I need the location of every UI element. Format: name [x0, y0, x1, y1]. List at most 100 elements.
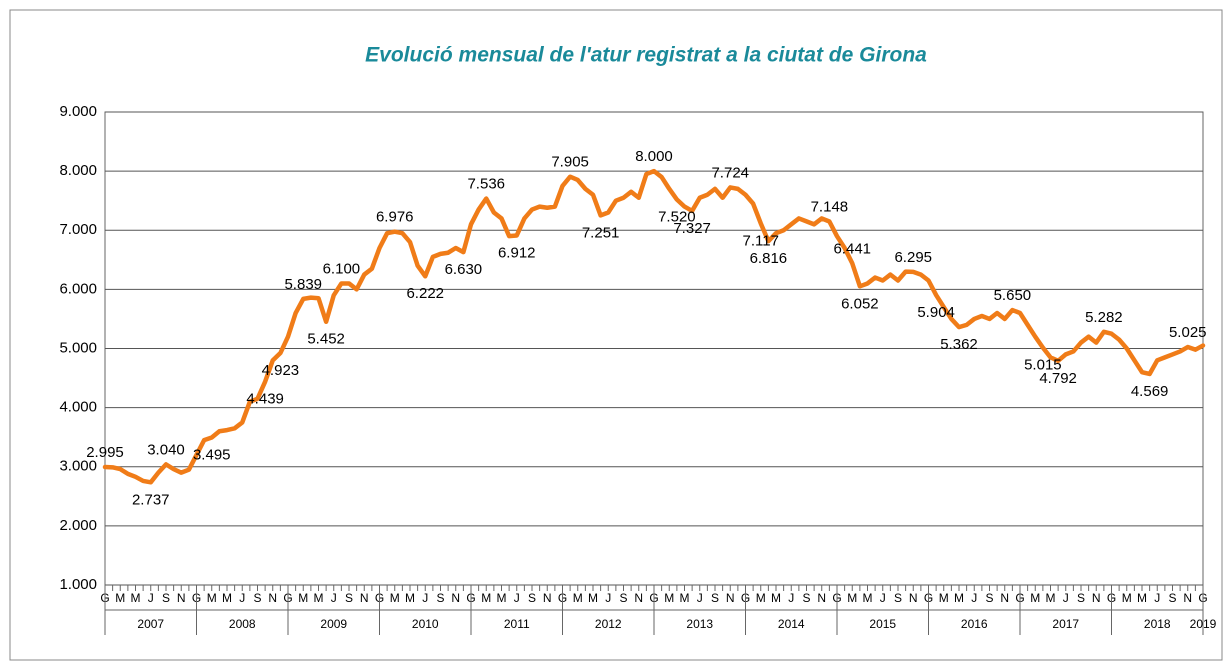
data-label: 5.650: [994, 287, 1032, 304]
year-label: 2013: [686, 617, 713, 631]
year-label: 2014: [778, 617, 805, 631]
chart-title: Evolució mensual de l'atur registrat a l…: [365, 44, 927, 67]
x-tick-label: M: [115, 591, 125, 605]
y-tick-label: 2.000: [59, 517, 97, 534]
data-label: 5.452: [307, 331, 345, 348]
data-label: 6.630: [445, 261, 483, 278]
x-tick-label: M: [497, 591, 507, 605]
y-tick-label: 4.000: [59, 399, 97, 416]
data-label: 6.052: [841, 295, 879, 312]
x-tick-label: M: [954, 591, 964, 605]
x-tick-label: S: [345, 591, 353, 605]
x-tick-label: M: [680, 591, 690, 605]
year-label: 2017: [1052, 617, 1079, 631]
data-label: 4.792: [1039, 370, 1077, 387]
x-tick-label: S: [802, 591, 810, 605]
data-label: 7.117: [743, 232, 779, 249]
x-tick-label: M: [1046, 591, 1056, 605]
year-label: 2019: [1190, 617, 1217, 631]
x-tick-label: J: [971, 591, 977, 605]
x-tick-label: M: [131, 591, 141, 605]
data-label: 6.816: [750, 250, 788, 267]
x-tick-label: S: [253, 591, 261, 605]
year-label: 2016: [961, 617, 988, 631]
x-tick-label: J: [1063, 591, 1069, 605]
x-tick-label: N: [1092, 591, 1101, 605]
y-tick-label: 8.000: [59, 162, 97, 179]
x-tick-label: J: [697, 591, 703, 605]
y-tick-label: 1.000: [59, 576, 97, 593]
x-tick-label: N: [1183, 591, 1192, 605]
x-tick-label: S: [528, 591, 536, 605]
y-tick-label: 9.000: [59, 103, 97, 120]
x-tick-label: N: [268, 591, 277, 605]
data-label: 3.495: [193, 446, 231, 463]
x-tick-label: S: [1077, 591, 1085, 605]
x-tick-label: M: [939, 591, 949, 605]
data-label: 5.282: [1085, 309, 1123, 326]
year-label: 2015: [869, 617, 896, 631]
data-label: 2.995: [86, 444, 124, 461]
data-label: 5.015: [1024, 357, 1062, 374]
x-tick-label: N: [909, 591, 918, 605]
data-line: [102, 168, 1206, 485]
x-tick-label: M: [771, 591, 781, 605]
data-label: 6.222: [406, 285, 444, 302]
data-label: 5.904: [917, 304, 955, 321]
year-label: 2007: [137, 617, 164, 631]
x-tick-label: M: [405, 591, 415, 605]
data-label: 7.520: [658, 208, 696, 225]
x-tick-label: M: [664, 591, 674, 605]
x-tick-label: J: [422, 591, 428, 605]
x-tick-label: J: [788, 591, 794, 605]
x-tick-label: S: [436, 591, 444, 605]
data-label: 7.148: [811, 198, 849, 215]
x-tick-label: J: [605, 591, 611, 605]
x-tick-label: J: [1154, 591, 1160, 605]
x-tick-label: J: [880, 591, 886, 605]
x-tick-label: M: [847, 591, 857, 605]
data-label: 6.912: [498, 244, 536, 261]
y-tick-label: 5.000: [59, 339, 97, 356]
data-label: 5.025: [1169, 324, 1207, 341]
year-label: 2008: [229, 617, 256, 631]
x-tick-label: M: [1122, 591, 1132, 605]
x-tick-label: J: [239, 591, 245, 605]
x-tick-label: M: [298, 591, 308, 605]
x-tick-label: M: [481, 591, 491, 605]
y-tick-label: 3.000: [59, 458, 97, 475]
data-label: 7.905: [551, 154, 589, 171]
x-tick-label: M: [588, 591, 598, 605]
x-tick-label: N: [817, 591, 826, 605]
x-tick-label: M: [1137, 591, 1147, 605]
x-tick-label: M: [756, 591, 766, 605]
y-tick-label: 7.000: [59, 221, 97, 238]
data-label: 5.362: [940, 336, 978, 353]
x-tick-label: M: [207, 591, 217, 605]
data-label: 7.724: [711, 164, 749, 181]
data-label: 7.251: [582, 224, 620, 241]
x-tick-label: N: [177, 591, 186, 605]
x-tick-label: M: [222, 591, 232, 605]
x-tick-label: S: [1168, 591, 1176, 605]
x-tick-label: N: [634, 591, 643, 605]
x-tick-label: N: [1000, 591, 1009, 605]
data-label: 3.040: [147, 441, 185, 458]
year-label: 2011: [504, 617, 530, 631]
x-tick-label: J: [148, 591, 154, 605]
year-label: 2018: [1144, 617, 1171, 631]
year-label: 2012: [595, 617, 622, 631]
chart-frame: [9, 9, 1223, 661]
x-tick-label: S: [894, 591, 902, 605]
data-label: 5.839: [284, 276, 322, 293]
x-tick-label: M: [314, 591, 324, 605]
data-label: 4.923: [262, 362, 300, 379]
x-tick-label: J: [331, 591, 337, 605]
data-label: 6.295: [894, 249, 932, 266]
year-label: 2010: [412, 617, 439, 631]
data-label: 2.737: [132, 491, 170, 508]
x-tick-label: J: [514, 591, 520, 605]
y-tick-label: 6.000: [59, 280, 97, 297]
data-label: 8.000: [635, 148, 673, 165]
